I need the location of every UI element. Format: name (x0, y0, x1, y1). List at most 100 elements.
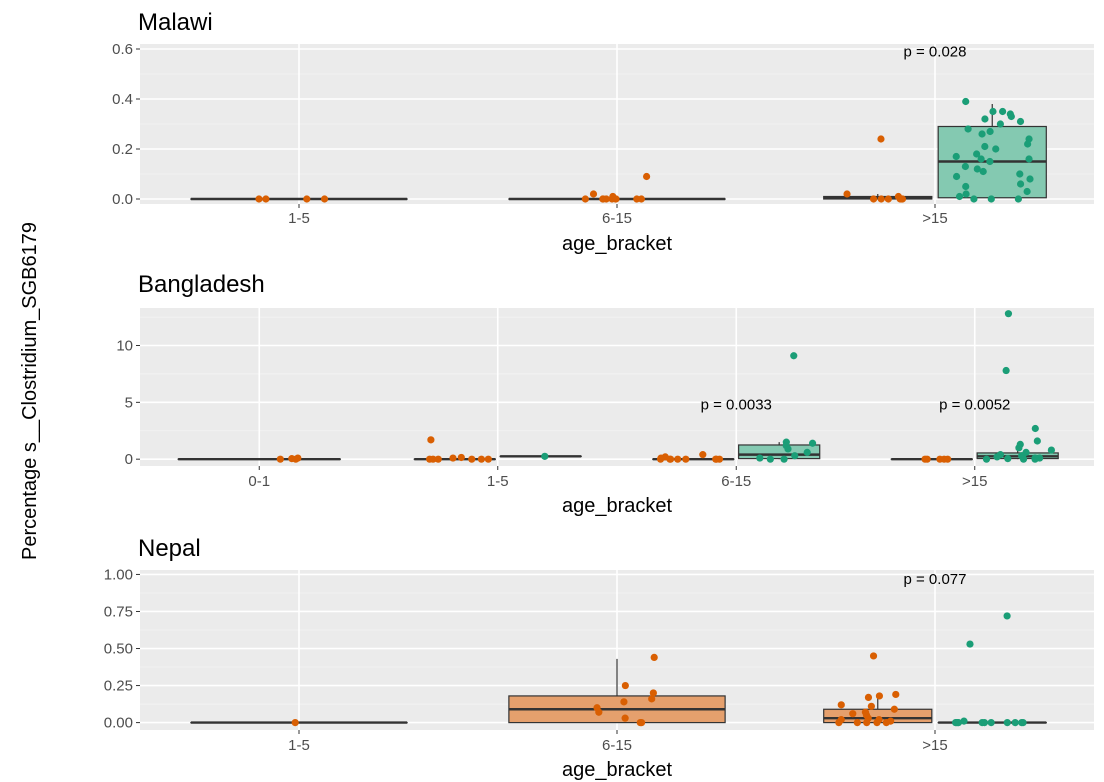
data-point (954, 718, 963, 727)
data-point (642, 172, 651, 181)
data-point (936, 455, 944, 463)
data-point (894, 192, 903, 201)
data-point (999, 107, 1007, 116)
box-group (937, 612, 1047, 727)
data-point (864, 693, 873, 702)
data-point (955, 192, 964, 201)
data-point (303, 195, 311, 203)
data-point (892, 690, 900, 699)
y-tick-label: 0.75 (104, 603, 133, 620)
p-value-label: p = 0.028 (904, 44, 967, 61)
data-point (980, 718, 989, 727)
box-group (190, 718, 408, 727)
data-point (964, 125, 972, 133)
x-tick-label: 1-5 (288, 210, 310, 227)
y-tick-label: 0.4 (112, 91, 133, 108)
box-group (413, 436, 496, 463)
data-point (666, 455, 674, 463)
data-point (1003, 718, 1011, 727)
data-point (981, 142, 989, 151)
p-value-label: p = 0.0033 (701, 397, 772, 414)
data-point (1014, 195, 1022, 203)
data-point (612, 195, 620, 203)
data-point (877, 135, 885, 143)
data-point (944, 455, 952, 463)
x-tick-label: 1-5 (288, 737, 310, 754)
panel-title: Bangladesh (138, 271, 265, 298)
data-point (649, 689, 657, 697)
y-tick-label: 0.00 (104, 715, 133, 732)
data-point (875, 692, 884, 700)
y-tick-label: 0.25 (104, 678, 133, 695)
x-tick-label: 0-1 (248, 473, 270, 490)
data-point (1033, 437, 1041, 445)
x-tick-label: >15 (962, 473, 987, 490)
box-group (937, 97, 1047, 203)
data-point (1031, 454, 1039, 462)
data-point (1047, 446, 1056, 454)
data-point (989, 107, 997, 116)
data-point (541, 452, 549, 460)
data-point (1025, 155, 1033, 163)
data-point (853, 718, 861, 727)
data-point (1016, 117, 1025, 126)
data-point (987, 718, 995, 727)
data-point (1004, 310, 1013, 318)
box-group (652, 451, 735, 463)
data-point (712, 455, 720, 463)
x-tick-label: 1-5 (487, 473, 509, 490)
data-point (921, 455, 929, 463)
box-group (823, 652, 933, 727)
x-tick-label: 6-15 (602, 210, 632, 227)
data-point (843, 190, 851, 198)
data-point (952, 172, 961, 181)
data-point (808, 439, 817, 447)
box-group (499, 452, 582, 460)
data-point (674, 455, 682, 463)
data-point (621, 681, 629, 690)
data-point (1026, 175, 1034, 183)
data-point (1018, 718, 1026, 727)
data-point (427, 436, 435, 444)
x-axis-label: age_bracket (562, 759, 673, 781)
panel-nepal: 0.00 0.25 0.50 0.75 1.00 1-5 6-15 >15 p = 0.077 N… (104, 535, 1094, 781)
box-group (890, 455, 973, 463)
data-point (484, 455, 492, 463)
data-point (1019, 455, 1028, 463)
x-axis-label: age_bracket (562, 495, 673, 517)
data-point (766, 455, 774, 463)
data-point (867, 702, 875, 710)
data-point (863, 718, 871, 727)
data-point (255, 195, 263, 203)
data-point (1003, 612, 1011, 620)
data-point (449, 454, 457, 462)
y-tick-label: 0.50 (104, 641, 133, 658)
data-point (849, 710, 857, 718)
data-point (633, 195, 641, 203)
data-point (589, 190, 598, 198)
panel-title: Malawi (138, 9, 213, 36)
data-point (962, 182, 970, 191)
data-point (890, 705, 898, 713)
data-point (291, 718, 299, 727)
data-point (1011, 718, 1019, 727)
p-value-label: p = 0.0052 (939, 397, 1010, 414)
data-point (1002, 366, 1010, 375)
data-point (292, 455, 300, 463)
data-point (1023, 187, 1031, 196)
data-point (756, 454, 764, 462)
data-point (973, 165, 981, 173)
data-point (1016, 180, 1025, 188)
box-group (177, 454, 341, 463)
x-tick-label: >15 (922, 737, 947, 754)
data-point (595, 708, 603, 716)
data-point (637, 718, 646, 727)
data-point (1024, 140, 1032, 148)
box-group (976, 310, 1059, 463)
data-point (837, 701, 845, 709)
data-point (970, 195, 978, 203)
data-point (869, 195, 878, 203)
data-point (602, 195, 610, 203)
box-group (823, 135, 933, 203)
